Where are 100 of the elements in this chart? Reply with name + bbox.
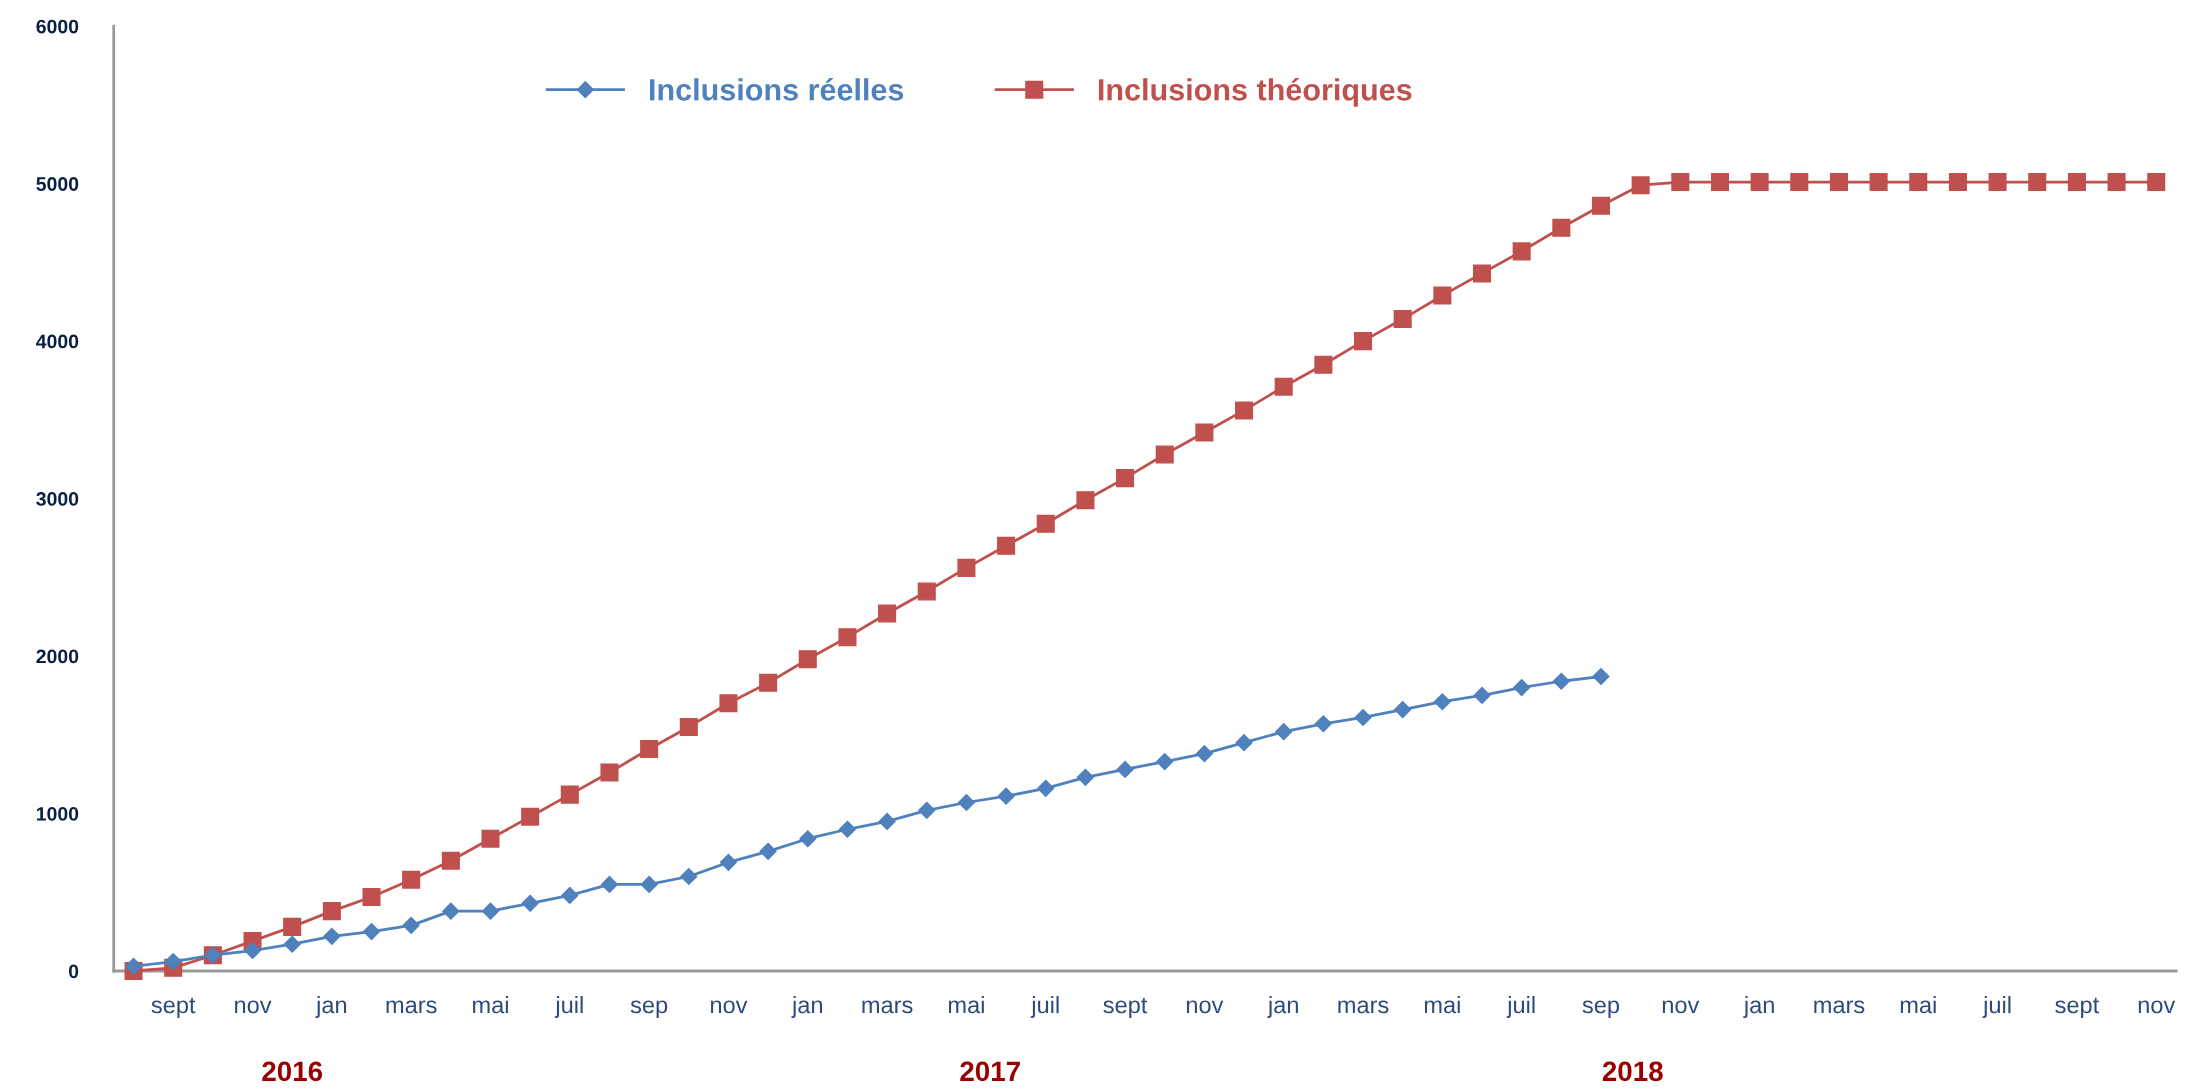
legend-label: Inclusions réelles [650,77,904,101]
point [1354,708,1372,727]
x-tick-label: juil [1506,995,1535,1018]
x-tick-label: mai [1424,995,1460,1014]
point [481,829,500,848]
point [1156,753,1174,771]
point [1235,734,1253,752]
x-tick-label: jan [791,995,822,1018]
point [402,916,420,934]
point [1552,672,1570,690]
x-tick-label: mars [1338,1000,1389,1014]
point [680,867,698,886]
x-tick-label: mai [1900,995,1936,1014]
point [1631,176,1650,195]
x-tick-label: mars [386,1000,437,1014]
point [481,902,500,920]
x-tick-label: sep [630,1000,668,1018]
x-tick-label: mai [473,995,508,1014]
point [1671,173,1690,192]
point [1155,445,1174,464]
point [1394,701,1412,719]
point [997,787,1015,805]
x-tick-label: sep [1582,1000,1620,1018]
point [560,785,579,804]
point [1314,355,1333,374]
point [561,886,579,904]
text: 2017 [960,1061,1020,1082]
point [957,558,976,577]
point [798,650,817,669]
point [1235,401,1254,420]
x-tick-label: mars [862,1000,913,1014]
point [283,917,302,936]
x-tick-label: jan [1267,995,1298,1018]
text: 2016 [262,1061,323,1082]
x-tick-label: juil [1982,995,2011,1018]
point [441,851,460,870]
x-tick-label: mai [948,995,984,1014]
point [1195,745,1213,763]
point [2107,173,2126,192]
point [1750,173,1769,192]
point [1988,173,2007,192]
x-tick-label: nov [235,1000,272,1014]
point [1433,286,1452,305]
point [1829,173,1848,192]
x-tick-label: nov [2138,1000,2176,1014]
x-tick-label: sept [2055,997,2100,1018]
point [323,927,341,945]
point [1195,423,1214,442]
point [1274,377,1293,396]
point [838,628,857,647]
point [362,887,381,907]
point [878,812,896,830]
point [2147,173,2166,192]
point [521,807,540,826]
point [402,870,421,889]
point [1552,218,1571,237]
x-tick-label: nov [1186,1000,1224,1014]
x-tick-label: nov [1662,1000,1700,1014]
point [1909,173,1928,192]
point [283,935,301,953]
point [600,763,619,782]
point [1790,173,1809,192]
point [917,582,936,601]
point [1314,715,1332,733]
point [918,801,936,819]
point [600,875,619,893]
point [1948,173,1967,192]
point [2067,173,2086,192]
x-tick-label: sept [151,997,196,1018]
point [1473,686,1491,704]
y-tick-label: 3000 [36,492,79,506]
point [997,536,1016,555]
point [1869,173,1888,192]
point [1116,469,1135,488]
point [362,923,381,941]
point [322,902,341,921]
point [1592,667,1610,686]
y-tick-label: 1000 [36,806,79,821]
x-tick-label: sept [1103,997,1148,1018]
point [1037,779,1055,797]
y-tick-label: 5000 [36,177,79,191]
point [640,875,658,893]
point [640,739,659,758]
point [243,941,262,960]
text: 2018 [1602,1061,1663,1082]
point [679,717,698,736]
y-tick-label: 0 [68,964,79,979]
point [125,957,143,975]
x-tick-label: jan [1743,995,1774,1018]
point [1116,760,1134,778]
point [1433,693,1451,711]
legend-label: Inclusions théoriques [1098,77,1412,107]
point [1353,332,1373,351]
point [878,604,897,623]
point [1512,242,1531,261]
point [957,793,975,812]
point [799,830,817,848]
point [1036,514,1055,533]
point [2028,173,2047,192]
point [838,820,856,838]
